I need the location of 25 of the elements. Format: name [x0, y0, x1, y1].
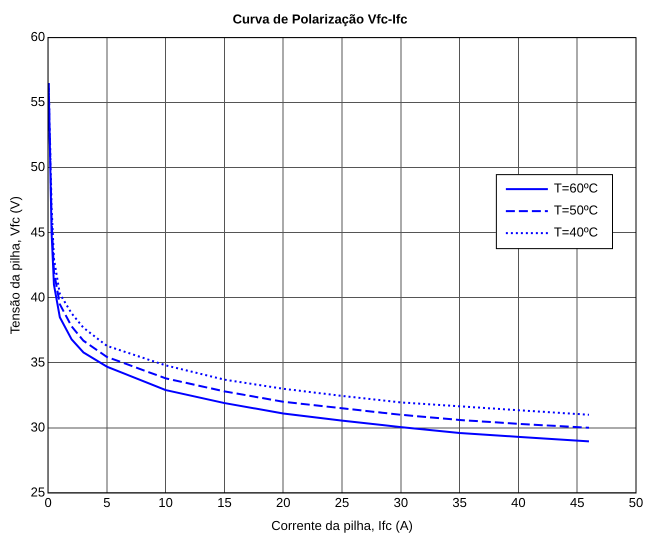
- x-tick-label: 50: [628, 495, 644, 510]
- x-tick-label: 45: [570, 495, 584, 510]
- y-tick-label: 50: [30, 159, 46, 174]
- x-tick-label: 35: [452, 495, 467, 510]
- x-tick-label: 30: [394, 495, 408, 510]
- y-axis-title: Tensão da pilha, Vfc (V): [7, 196, 22, 334]
- x-tick-label: 10: [158, 495, 173, 510]
- y-tick-label: 60: [30, 29, 46, 44]
- y-tick-label: 30: [30, 419, 46, 434]
- x-tick-label: 25: [334, 495, 350, 510]
- legend-label: T=40ºC: [554, 224, 598, 240]
- y-tick-label: 40: [30, 289, 46, 304]
- legend-label: T=50ºC: [554, 202, 598, 218]
- legend-label: T=60ºC: [554, 180, 598, 196]
- x-tick-label: 15: [217, 495, 232, 510]
- x-tick-label: 40: [511, 495, 526, 510]
- x-axis-title: Corrente da pilha, Ifc (A): [271, 518, 413, 533]
- y-tick-label: 45: [30, 224, 46, 240]
- x-tick-label: 0: [44, 495, 52, 510]
- y-tick-label: 55: [30, 94, 46, 110]
- y-tick-label: 35: [30, 354, 46, 370]
- chart-title: Curva de Polarização Vfc-Ifc: [232, 11, 408, 26]
- y-tick-label: 25: [30, 484, 46, 500]
- x-tick-label: 5: [103, 495, 110, 510]
- x-tick-label: 20: [276, 495, 290, 510]
